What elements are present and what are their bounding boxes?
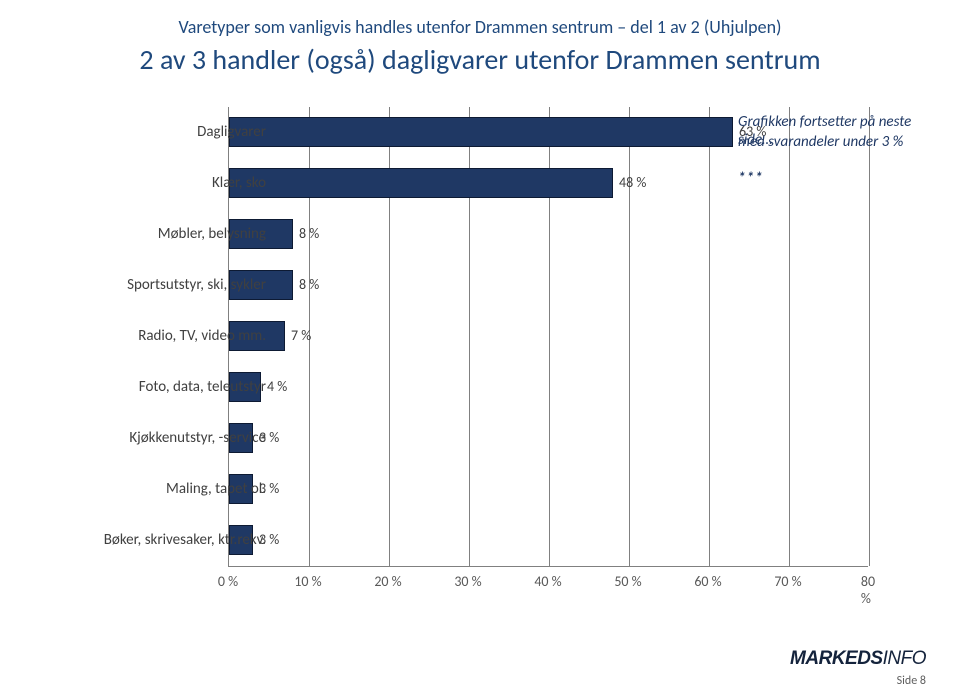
gridline [869,107,870,566]
page-number: Side 8 [897,674,926,688]
bar-value-label: 8 % [293,270,319,300]
category-label: Radio, TV, video mm. [66,321,266,351]
logo: MARKEDSINFO [790,648,926,670]
category-label: Møbler, belysning [66,219,266,249]
category-label: Maling, tapet ol. [66,474,266,504]
bar-value-label: 7 % [285,321,311,351]
bar-value-label: 8 % [293,219,319,249]
bar-chart: 63 %48 %8 %8 %7 %4 %3 %3 %3 % 0 %10 %20 … [228,107,868,587]
category-label: Kjøkkenutstyr, -service [66,423,266,453]
bar [229,168,613,198]
super-title: Varetyper som vanligvis handles utenfor … [38,16,922,38]
bar-value-label: 48 % [613,168,646,198]
bar-row: 7 % [229,321,868,351]
logo-bold: MARKEDS [790,648,883,669]
x-tick-label: 30 % [454,573,481,590]
bar-row: 4 % [229,372,868,402]
category-label: Bøker, skrivesaker, ktr.rekv. [66,525,266,555]
chart-container: 63 %48 %8 %8 %7 %4 %3 %3 %3 % 0 %10 %20 … [38,107,922,627]
bar [229,117,733,147]
bar-row: 3 % [229,423,868,453]
category-label: Klær, sko [66,168,266,198]
note-line-2: med svarandeler under 3 % [738,133,903,151]
x-tick-label: 10 % [294,573,321,590]
logo-thin: INFO [883,648,926,669]
x-tick-label: 80 % [861,573,875,607]
x-tick-label: 0 % [218,573,238,590]
category-label: Foto, data, teleutstyr [66,372,266,402]
bar-row: 8 % [229,270,868,300]
bar-row: 48 % [229,168,868,198]
bar-row: 3 % [229,474,868,504]
plot-area: 63 %48 %8 %8 %7 %4 %3 %3 %3 % [228,107,868,567]
x-tick-label: 50 % [614,573,641,590]
x-tick-label: 20 % [374,573,401,590]
bar-row: 3 % [229,525,868,555]
x-tick-label: 40 % [534,573,561,590]
x-tick-label: 70 % [774,573,801,590]
x-tick-label: 60 % [694,573,721,590]
category-label: Sportsutstyr, ski, sykler [66,270,266,300]
bar-row: 8 % [229,219,868,249]
note-stars: *** [738,169,763,187]
page-title: 2 av 3 handler (også) dagligvarer utenfo… [38,42,922,77]
category-label: Dagligvarer [66,117,266,147]
